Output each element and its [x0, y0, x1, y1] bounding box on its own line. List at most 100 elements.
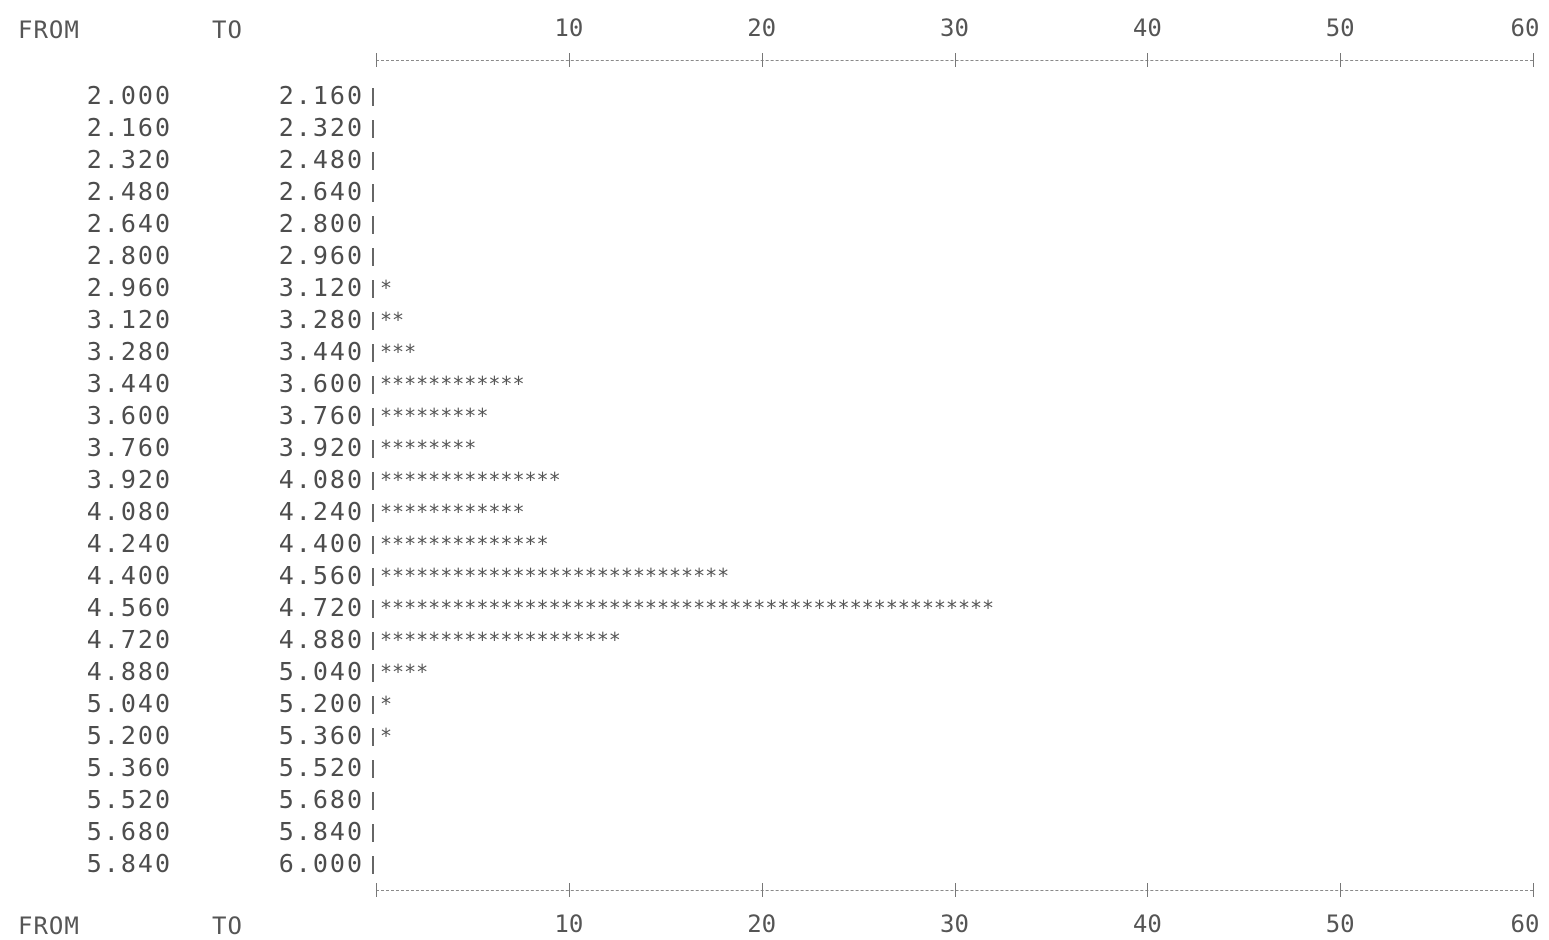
row-separator	[372, 184, 374, 202]
row-separator	[372, 312, 374, 330]
histogram-bar: ****	[380, 660, 429, 684]
to-value: 5.520	[278, 753, 364, 782]
row-separator	[372, 280, 374, 298]
row-separator	[372, 344, 374, 362]
to-value: 2.480	[278, 145, 364, 174]
from-value: 2.000	[86, 81, 172, 110]
tick-label-60-top: 60	[1510, 14, 1540, 42]
axis-tick-20-bottom	[761, 883, 763, 897]
tick-label-50-bottom: 50	[1325, 910, 1355, 938]
tick-label-20-bottom: 20	[747, 910, 777, 938]
axis-tick-40-top	[1147, 53, 1149, 67]
to-header-top: TO	[212, 16, 243, 44]
row-separator	[372, 824, 374, 842]
histogram-bar: ***	[380, 340, 417, 364]
axis-tick-40-bottom	[1147, 883, 1149, 897]
histogram-bar: ********	[380, 436, 477, 460]
to-value: 5.360	[278, 721, 364, 750]
row-separator	[372, 248, 374, 266]
row-separator	[372, 216, 374, 234]
from-value: 3.760	[86, 433, 172, 462]
to-value: 6.000	[278, 849, 364, 878]
to-value: 4.560	[278, 561, 364, 590]
axis-tick-0-top	[376, 53, 377, 67]
axis-tick-50-top	[1340, 53, 1342, 67]
from-value: 4.080	[86, 497, 172, 526]
axis-tick-60-top	[1533, 53, 1534, 67]
to-value: 3.440	[278, 337, 364, 366]
to-value: 3.760	[278, 401, 364, 430]
histogram-bar: *****************************	[380, 564, 730, 588]
from-value: 5.200	[86, 721, 172, 750]
histogram-bar: *	[380, 692, 393, 716]
histogram-bar: ********************	[380, 628, 621, 652]
from-value: 4.560	[86, 593, 172, 622]
row-separator	[372, 792, 374, 810]
from-value: 5.840	[86, 849, 172, 878]
axis-tick-10-top	[568, 53, 570, 67]
to-value: 2.320	[278, 113, 364, 142]
to-value: 4.240	[278, 497, 364, 526]
to-value: 3.280	[278, 305, 364, 334]
from-header-bottom: FROM	[18, 912, 80, 940]
row-separator	[372, 152, 374, 170]
row-separator	[372, 632, 374, 650]
from-value: 3.600	[86, 401, 172, 430]
to-value: 5.840	[278, 817, 364, 846]
to-value: 5.200	[278, 689, 364, 718]
to-value: 3.120	[278, 273, 364, 302]
tick-label-20-top: 20	[747, 14, 777, 42]
row-separator	[372, 88, 374, 106]
tick-label-50-top: 50	[1325, 14, 1355, 42]
to-value: 2.800	[278, 209, 364, 238]
histogram-bar: *********	[380, 404, 489, 428]
histogram-bar: **************	[380, 532, 549, 556]
axis-tick-0-bottom	[376, 883, 377, 897]
tick-label-10-top: 10	[554, 14, 584, 42]
axis-tick-60-bottom	[1533, 883, 1534, 897]
from-value: 4.720	[86, 625, 172, 654]
from-value: 3.440	[86, 369, 172, 398]
to-value: 4.880	[278, 625, 364, 654]
from-value: 2.320	[86, 145, 172, 174]
from-value: 2.640	[86, 209, 172, 238]
tick-label-10-bottom: 10	[554, 910, 584, 938]
from-value: 3.120	[86, 305, 172, 334]
from-value: 3.920	[86, 465, 172, 494]
row-separator	[372, 728, 374, 746]
from-value: 4.880	[86, 657, 172, 686]
from-value: 2.480	[86, 177, 172, 206]
histogram-bar: ************	[380, 372, 525, 396]
to-value: 4.400	[278, 529, 364, 558]
row-separator	[372, 504, 374, 522]
row-separator	[372, 760, 374, 778]
to-value: 2.960	[278, 241, 364, 270]
row-separator	[372, 600, 374, 618]
row-separator	[372, 408, 374, 426]
tick-label-30-top: 30	[940, 14, 969, 42]
row-separator	[372, 440, 374, 458]
from-value: 2.800	[86, 241, 172, 270]
histogram-bar: *	[380, 276, 393, 300]
from-header-top: FROM	[18, 16, 80, 44]
tick-label-40-bottom: 40	[1132, 910, 1162, 938]
from-value: 5.360	[86, 753, 172, 782]
row-separator	[372, 696, 374, 714]
from-value: 3.280	[86, 337, 172, 366]
from-value: 5.680	[86, 817, 172, 846]
row-separator	[372, 472, 374, 490]
to-value: 5.680	[278, 785, 364, 814]
row-separator	[372, 376, 374, 394]
axis-tick-10-bottom	[568, 883, 570, 897]
histogram-bar: ***************	[380, 468, 561, 492]
row-separator	[372, 120, 374, 138]
row-separator	[372, 664, 374, 682]
to-value: 4.720	[278, 593, 364, 622]
to-header-bottom: TO	[212, 912, 243, 940]
axis-tick-50-bottom	[1340, 883, 1342, 897]
to-value: 3.920	[278, 433, 364, 462]
from-value: 5.040	[86, 689, 172, 718]
from-value: 4.400	[86, 561, 172, 590]
tick-label-30-bottom: 30	[940, 910, 969, 938]
